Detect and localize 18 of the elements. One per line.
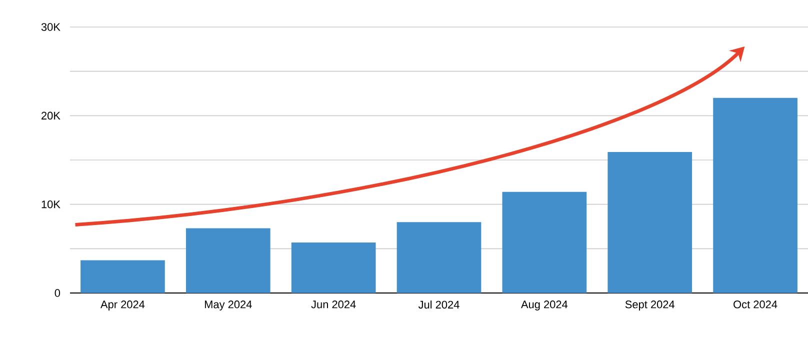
x-tick-label: Jul 2024 bbox=[418, 300, 460, 309]
x-tick-label: Sept 2024 bbox=[625, 300, 674, 310]
bar bbox=[608, 152, 692, 293]
bar bbox=[502, 192, 587, 293]
bar bbox=[396, 222, 482, 293]
x-tick-label: Aug 2024 bbox=[520, 300, 568, 310]
y-tick-label: 10K bbox=[42, 200, 60, 208]
x-tick-label: May 2024 bbox=[204, 300, 252, 310]
x-tick-label: Apr 2024 bbox=[100, 300, 145, 310]
x-tick-label: Oct 2024 bbox=[734, 300, 778, 308]
bar bbox=[80, 260, 165, 293]
bar bbox=[713, 98, 798, 293]
y-tick-label: 0 bbox=[54, 289, 60, 297]
bar bbox=[291, 242, 376, 293]
x-tick-label: Jun 2024 bbox=[311, 300, 356, 308]
y-tick-label: 30K bbox=[41, 23, 60, 31]
y-tick-label: 20K bbox=[42, 112, 60, 120]
bar bbox=[186, 228, 270, 293]
